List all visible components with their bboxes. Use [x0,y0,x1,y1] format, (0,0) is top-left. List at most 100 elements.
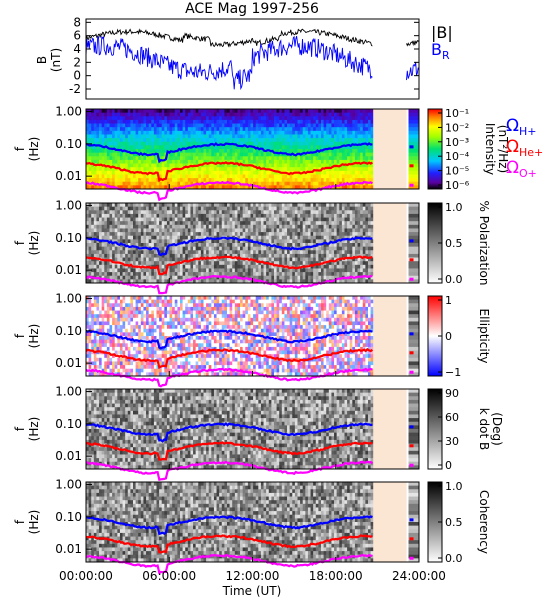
spectrogram-cell [255,235,259,240]
spectrogram-cell [245,213,249,218]
spectrogram-cell [326,159,330,164]
spectrogram-cell [253,213,257,218]
spectrogram-cell [143,134,147,139]
spectrogram-cell [326,224,330,229]
spectrogram-cell [151,156,155,161]
spectrogram-cell [307,181,311,186]
spectrogram-cell [360,264,364,269]
spectrogram-cell [213,217,217,222]
spectrogram-cell [221,123,225,128]
spectrogram-cell [86,210,90,215]
spectrogram-cell [341,130,345,135]
spectrogram-cell [195,221,199,226]
spectrogram-cell [258,112,262,117]
spectrogram-cell [86,156,90,161]
spectrogram-cell [195,279,199,284]
post-gap-cell [408,145,419,150]
spectrogram-cell [300,178,304,183]
spectrogram-cell [245,268,249,273]
spectrogram-cell [328,235,332,240]
spectrogram-cell [370,163,374,168]
spectrogram-cell [190,174,194,179]
spectrogram-cell [106,152,110,157]
spectrogram-cell [310,149,314,154]
spectrogram-cell [352,206,356,211]
spectrogram-cell [88,127,92,132]
spectrogram-cell [161,213,165,218]
spectrogram-cell [88,206,92,211]
spectrogram-cell [117,275,121,280]
spectrogram-cell [245,152,249,157]
spectrogram-cell [182,264,186,269]
spectrogram-cell [151,149,155,154]
spectrogram-cell [334,232,338,237]
spectrogram-cell [370,138,374,143]
spectrogram-cell [255,217,259,222]
spectrogram-cell [117,127,121,132]
spectrogram-cell [367,210,371,215]
spectrogram-cell [221,127,225,132]
spectrogram-cell [172,228,176,233]
spectrogram-cell [279,185,283,190]
spectrogram-cell [151,134,155,139]
spectrogram-cell [357,116,361,121]
spectrogram-cell [367,221,371,226]
spectrogram-cell [125,109,129,114]
spectrogram-cell [347,149,351,154]
spectrogram-cell [365,149,369,154]
spectrogram-cell [101,272,105,277]
spectrogram-cell [133,123,137,128]
spectrogram-cell [320,203,324,208]
spectrogram-cell [164,235,168,240]
spectrogram-cell [229,279,233,284]
spectrogram-cell [221,210,225,215]
spectrogram-cell [219,264,223,269]
spectrogram-cell [91,112,95,117]
spectrogram-cell [323,170,327,175]
spectrogram-cell [229,130,233,135]
spectrogram-cell [347,123,351,128]
spectrogram-cell [172,261,176,266]
spectrogram-cell [266,156,270,161]
spectrogram-cell [339,138,343,143]
spectrogram-cell [234,246,238,251]
spectrogram-cell [182,167,186,172]
spectrogram-cell [253,246,257,251]
spectrogram-cell [130,174,134,179]
spectrogram-cell [315,217,319,222]
spectrogram-cell [91,156,95,161]
spectrogram-cell [195,174,199,179]
spectrogram-cell [229,221,233,226]
spectrogram-cell [114,250,118,255]
spectrogram-cell [135,130,139,135]
spectrogram-cell [208,134,212,139]
spectrogram-cell [263,141,267,146]
spectrogram-cell [258,149,262,154]
spectrogram-cell [323,264,327,269]
spectrogram-cell [213,243,217,248]
spectrogram-cell [182,228,186,233]
spectrogram-cell [294,235,298,240]
spectrogram-cell [242,109,246,114]
spectrogram-cell [193,185,197,190]
spectrogram-cell [347,119,351,124]
spectrogram-cell [133,206,137,211]
spectrogram-cell [273,232,277,237]
spectrogram-cell [300,145,304,150]
spectrogram-cell [253,203,257,208]
spectrogram-cell [281,130,285,135]
spectrogram-cell [242,272,246,277]
spectrogram-cell [187,261,191,266]
spectrogram-cell [360,167,364,172]
spectrogram-cell [138,156,142,161]
spectrogram-cell [354,232,358,237]
spectrogram-cell [101,213,105,218]
spectrogram-cell [211,178,215,183]
spectrogram-cell [297,159,301,164]
spectrogram-cell [109,224,113,229]
spectrogram-cell [300,224,304,229]
spectrogram-cell [334,178,338,183]
spectrogram-cell [258,174,262,179]
spectrogram-cell [112,141,116,146]
spectrogram-cell [367,130,371,135]
